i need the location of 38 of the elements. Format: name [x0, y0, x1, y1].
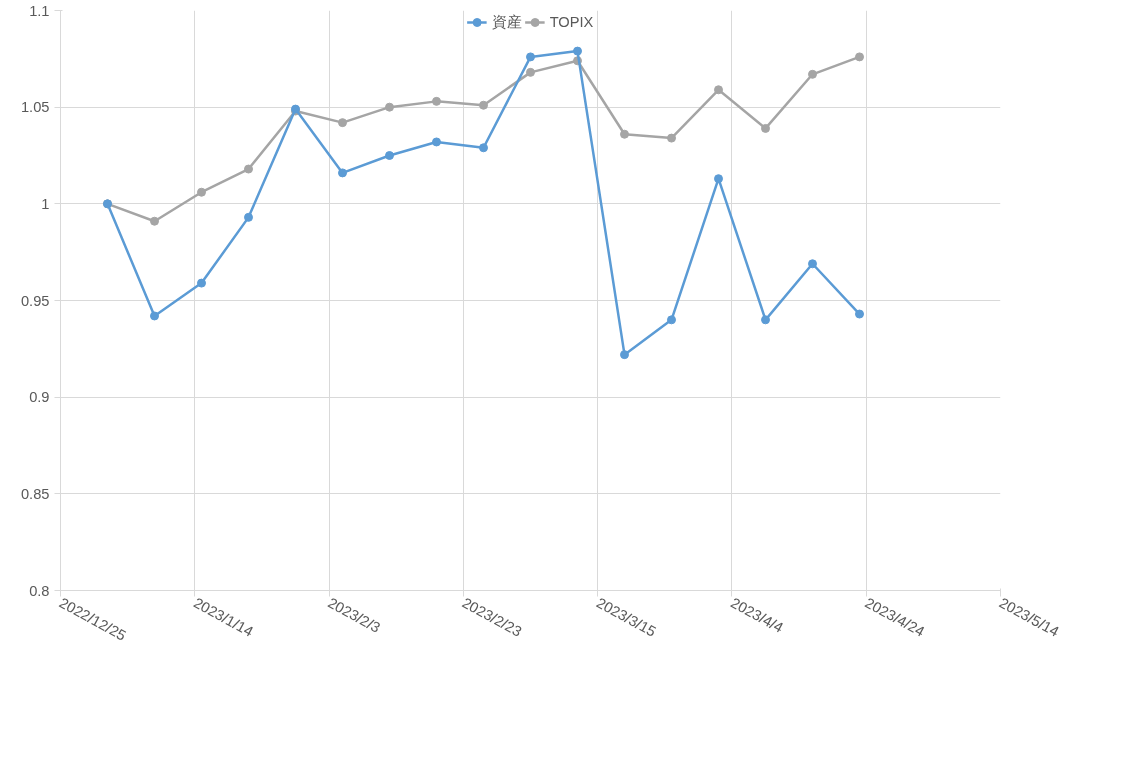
point — [761, 123, 770, 133]
point — [808, 259, 817, 269]
point — [620, 350, 629, 360]
y-tick-label: 1 — [41, 195, 50, 212]
point — [620, 129, 629, 139]
point — [385, 151, 394, 160]
y-tick-label: 0.85 — [20, 485, 50, 502]
point — [150, 216, 159, 226]
y-tick-label: 1.05 — [20, 99, 50, 116]
point — [479, 143, 488, 153]
point — [197, 278, 206, 288]
y-tick-label: 0.9 — [29, 389, 50, 406]
y-tick-label: 1.1 — [29, 2, 50, 19]
point — [667, 133, 676, 143]
point — [526, 52, 535, 62]
point — [150, 311, 159, 321]
legend-label: TOPIX — [549, 14, 594, 30]
point — [855, 52, 864, 62]
point — [338, 168, 347, 178]
point — [432, 96, 441, 106]
y-tick-label: 0.95 — [20, 292, 50, 309]
point — [432, 137, 441, 147]
y-tick-label: 0.8 — [29, 582, 50, 599]
point — [714, 85, 723, 95]
point — [855, 309, 864, 319]
point — [338, 118, 347, 128]
point — [244, 212, 253, 222]
point — [667, 315, 676, 325]
point — [197, 187, 206, 197]
point — [573, 46, 582, 56]
point — [526, 67, 535, 77]
point — [808, 69, 817, 79]
point — [385, 102, 394, 112]
point — [761, 315, 770, 325]
legend-label: 資産 — [491, 12, 522, 32]
point — [244, 164, 253, 174]
point — [714, 174, 723, 184]
point — [479, 100, 488, 110]
